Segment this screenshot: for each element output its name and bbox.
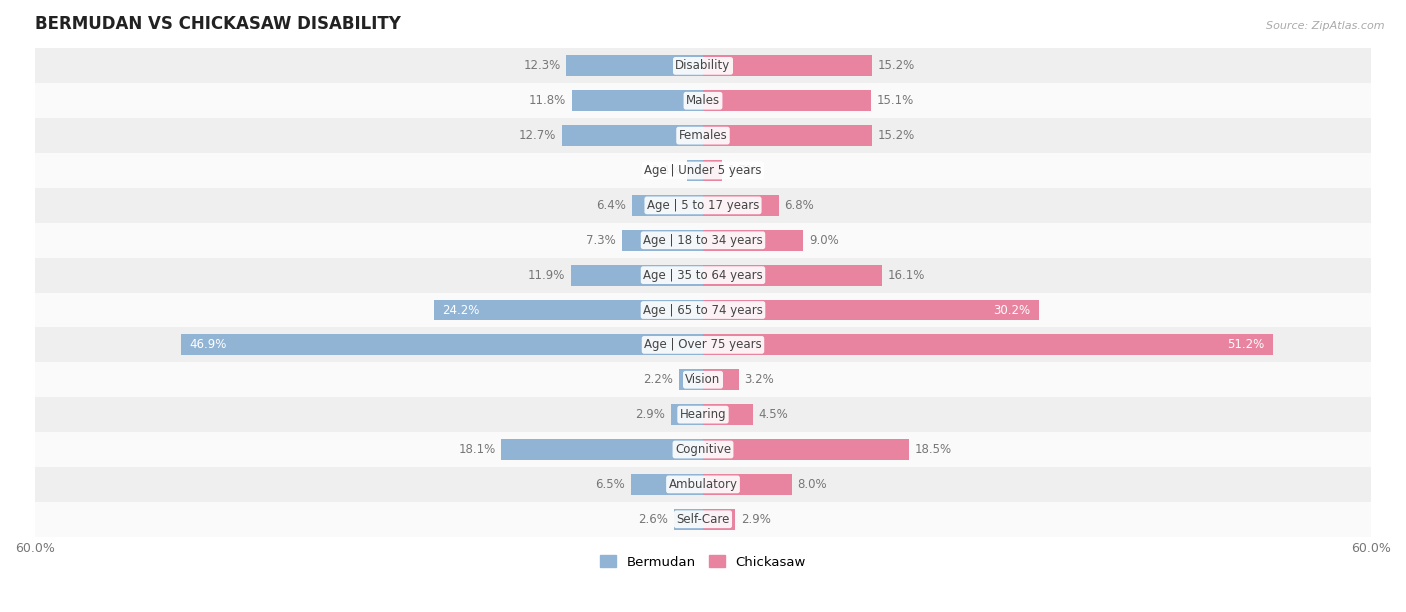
Text: 15.2%: 15.2% [877, 129, 915, 142]
Bar [35, 362, 1371, 397]
Bar [571, 264, 703, 286]
Bar [703, 474, 792, 495]
Bar [35, 258, 1371, 293]
Bar [567, 56, 703, 76]
Text: 11.9%: 11.9% [527, 269, 565, 282]
Text: 15.1%: 15.1% [877, 94, 914, 107]
Bar [703, 160, 721, 181]
Text: 16.1%: 16.1% [887, 269, 925, 282]
Text: 6.5%: 6.5% [595, 478, 626, 491]
Text: 4.5%: 4.5% [759, 408, 789, 421]
Bar [703, 230, 803, 251]
Bar [35, 293, 1371, 327]
Text: 8.0%: 8.0% [797, 478, 827, 491]
Text: Vision: Vision [685, 373, 721, 386]
Bar [502, 439, 703, 460]
Text: Cognitive: Cognitive [675, 443, 731, 456]
Text: 18.5%: 18.5% [914, 443, 952, 456]
Text: Source: ZipAtlas.com: Source: ZipAtlas.com [1267, 21, 1385, 31]
Bar [631, 474, 703, 495]
Bar [35, 223, 1371, 258]
Text: Age | Over 75 years: Age | Over 75 years [644, 338, 762, 351]
Bar [35, 188, 1371, 223]
Bar [673, 509, 703, 530]
Text: 30.2%: 30.2% [993, 304, 1031, 316]
Text: 46.9%: 46.9% [190, 338, 228, 351]
Bar [703, 56, 872, 76]
Bar [688, 160, 703, 181]
Text: BERMUDAN VS CHICKASAW DISABILITY: BERMUDAN VS CHICKASAW DISABILITY [35, 15, 401, 33]
Text: 2.9%: 2.9% [741, 513, 770, 526]
Text: 51.2%: 51.2% [1227, 338, 1264, 351]
Text: 12.3%: 12.3% [523, 59, 561, 72]
Text: 12.7%: 12.7% [519, 129, 555, 142]
Text: 7.3%: 7.3% [586, 234, 616, 247]
Text: 11.8%: 11.8% [529, 94, 567, 107]
Bar [703, 334, 1272, 356]
Text: 2.2%: 2.2% [643, 373, 673, 386]
Bar [671, 404, 703, 425]
Text: 9.0%: 9.0% [808, 234, 838, 247]
Bar [561, 125, 703, 146]
Bar [35, 502, 1371, 537]
Bar [35, 48, 1371, 83]
Bar [703, 439, 910, 460]
Bar [181, 334, 703, 356]
Text: Age | 18 to 34 years: Age | 18 to 34 years [643, 234, 763, 247]
Text: Age | 65 to 74 years: Age | 65 to 74 years [643, 304, 763, 316]
Bar [703, 299, 1039, 321]
Bar [703, 404, 754, 425]
Text: 3.2%: 3.2% [744, 373, 773, 386]
Text: 15.2%: 15.2% [877, 59, 915, 72]
Bar [35, 432, 1371, 467]
Text: Males: Males [686, 94, 720, 107]
Text: 18.1%: 18.1% [458, 443, 496, 456]
Text: 1.7%: 1.7% [727, 164, 758, 177]
Text: 6.4%: 6.4% [596, 199, 626, 212]
Bar [703, 91, 872, 111]
Bar [703, 369, 738, 390]
Text: 2.9%: 2.9% [636, 408, 665, 421]
Bar [35, 327, 1371, 362]
Bar [703, 509, 735, 530]
Text: Hearing: Hearing [679, 408, 727, 421]
Bar [703, 195, 779, 216]
Bar [621, 230, 703, 251]
Text: Age | Under 5 years: Age | Under 5 years [644, 164, 762, 177]
Text: Females: Females [679, 129, 727, 142]
Text: Age | 35 to 64 years: Age | 35 to 64 years [643, 269, 763, 282]
Bar [35, 118, 1371, 153]
Text: Self-Care: Self-Care [676, 513, 730, 526]
Bar [703, 264, 882, 286]
Bar [433, 299, 703, 321]
Bar [35, 83, 1371, 118]
Text: 6.8%: 6.8% [785, 199, 814, 212]
Bar [35, 467, 1371, 502]
Text: 1.4%: 1.4% [652, 164, 682, 177]
Bar [35, 397, 1371, 432]
Text: Disability: Disability [675, 59, 731, 72]
Bar [631, 195, 703, 216]
Bar [572, 91, 703, 111]
Text: 2.6%: 2.6% [638, 513, 668, 526]
Legend: Bermudan, Chickasaw: Bermudan, Chickasaw [595, 550, 811, 574]
Bar [35, 153, 1371, 188]
Bar [703, 125, 872, 146]
Text: Age | 5 to 17 years: Age | 5 to 17 years [647, 199, 759, 212]
Text: Ambulatory: Ambulatory [668, 478, 738, 491]
Text: 24.2%: 24.2% [443, 304, 479, 316]
Bar [679, 369, 703, 390]
